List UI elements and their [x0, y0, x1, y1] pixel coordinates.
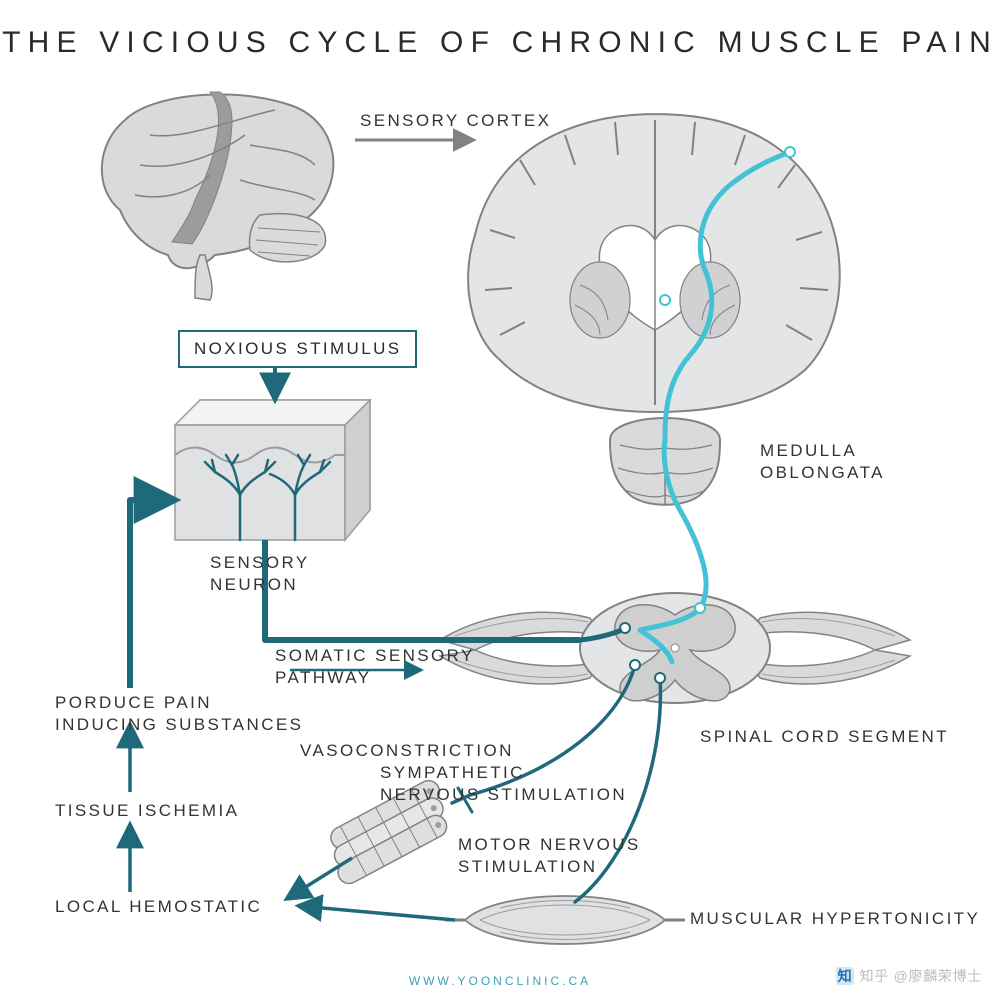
zhihu-icon: 知 [836, 967, 854, 985]
diagram-canvas: THE VICIOUS CYCLE OF CHRONIC MUSCLE PAIN [0, 0, 1000, 1000]
brain-lateral-icon [102, 92, 334, 300]
skin-block-icon [175, 400, 370, 540]
label-medulla: MEDULLA OBLONGATA [760, 440, 885, 484]
brain-coronal-icon [468, 114, 840, 412]
spinal-cord-icon [440, 593, 910, 703]
label-motor-stim: MOTOR NERVOUS STIMULATION [458, 834, 641, 878]
muscle-icon [445, 896, 685, 944]
label-spinal-cord-segment: SPINAL CORD SEGMENT [700, 726, 949, 748]
label-tissue-ischemia: TISSUE ISCHEMIA [55, 800, 239, 822]
label-local-hemostatic: LOCAL HEMOSTATIC [55, 896, 262, 918]
label-muscular-hypertonicity: MUSCULAR HYPERTONICITY [690, 908, 980, 930]
label-noxious-stimulus: NOXIOUS STIMULUS [178, 330, 417, 368]
label-produce-pain: PORDUCE PAIN INDUCING SUBSTANCES [55, 692, 303, 736]
label-somatic-pathway: SOMATIC SENSORY PATHWAY [275, 645, 475, 689]
watermark-text: 知乎 @廖麟荣博士 [860, 968, 982, 984]
watermark: 知知乎 @廖麟荣博士 [836, 966, 982, 986]
arrow-muscle-to-hemo [300, 906, 455, 920]
label-vasoconstriction: VASOCONSTRICTION [300, 740, 514, 762]
label-sympathetic: SYMPATHETIC NERVOUS STIMULATION [380, 762, 627, 806]
arrow-pain-to-skin [130, 500, 172, 688]
label-sensory-neuron: SENSORY NEURON [210, 552, 310, 596]
label-sensory-cortex: SENSORY CORTEX [360, 110, 551, 132]
